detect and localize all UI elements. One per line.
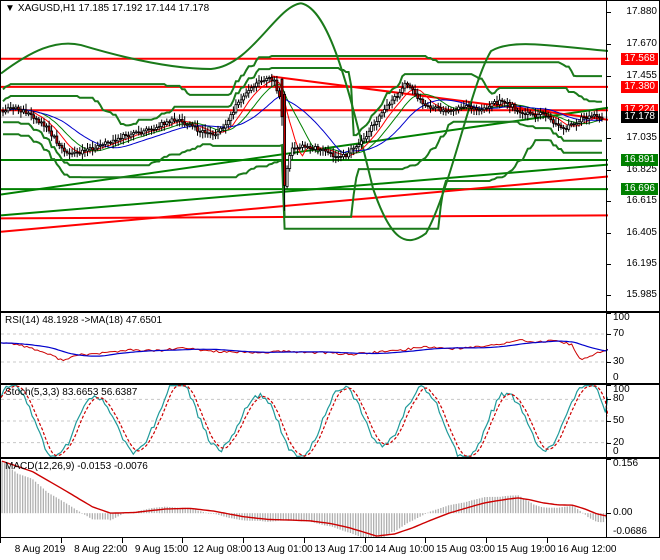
time-axis-label: 15 Aug 19:00 [496, 544, 556, 555]
time-tick-mark [121, 538, 123, 543]
time-axis-label: 14 Aug 10:00 [375, 544, 435, 555]
rsi-tick-label: 100 [613, 312, 630, 323]
stochastic-tick-label: 20 [613, 436, 625, 448]
time-tick-mark [243, 538, 245, 543]
price-tick-label: 17.035 [626, 132, 657, 144]
price-tick-mark [607, 138, 611, 140]
time-axis-label: 12 Aug 08:00 [192, 544, 252, 555]
price-tick-mark [607, 169, 611, 171]
price-level-label-resistance[interactable]: 17.568 [621, 52, 658, 65]
macd-plot-svg [1, 460, 607, 537]
rsi-panel[interactable]: RSI(14) 48.1928 ->MA(18) 47.6501 100 70 30… [0, 312, 660, 384]
price-level-label-support[interactable]: 16.696 [621, 183, 658, 196]
price-tick-label: 16.615 [626, 195, 657, 207]
time-tick-mark [182, 538, 184, 543]
time-tick-mark [0, 538, 1, 543]
time-axis-label: 13 Aug 01:00 [253, 544, 313, 555]
chart-title: XAGUSD,H1 17.185 17.192 17.144 17.178 [17, 3, 210, 14]
price-axis[interactable]: 17.880 17.670 17.455 17.035 16.825 16.615 16.4… [606, 1, 659, 311]
price-tick-label: 16.195 [626, 257, 657, 269]
price-level-label-resistance[interactable]: 17.380 [621, 80, 658, 93]
rsi-tick-label: 0 [613, 372, 619, 383]
macd-tick-mark [607, 513, 611, 515]
price-chart-panel[interactable]: ▼ XAGUSD,H1 17.185 17.192 17.144 17.178 1… [0, 0, 660, 312]
stochastic-tick-mark [607, 421, 611, 422]
stochastic-tick-mark [607, 442, 611, 444]
macd-tick-label: 0.156 [613, 458, 639, 469]
rsi-plot-area[interactable] [1, 313, 659, 383]
price-tick-mark [607, 232, 611, 234]
time-axis[interactable]: 8 Aug 2019 8 Aug 22:00 9 Aug 15:00 12 Aug 0… [0, 538, 660, 560]
time-axis-label: 13 Aug 17:00 [314, 544, 374, 555]
price-tick-label: 15.985 [626, 289, 657, 301]
time-axis-label: 16 Aug 12:00 [557, 544, 617, 555]
time-axis-label: 15 Aug 03:00 [435, 544, 495, 555]
price-tick-mark [607, 263, 611, 265]
stochastic-panel[interactable]: Stoch(5,3,3) 83.6653 56.6387 100 80 50 20 0 [0, 384, 660, 458]
chart-header: ▼ XAGUSD,H1 17.185 17.192 17.144 17.178 [5, 3, 209, 15]
rsi-tick-label: 30 [613, 356, 625, 367]
stochastic-axis[interactable]: 100 80 50 20 0 [606, 384, 659, 458]
stochastic-tick-label: 50 [613, 415, 625, 426]
time-tick-mark [486, 538, 488, 543]
macd-axis[interactable]: 0.156 0.00 -0.0686 [606, 458, 659, 538]
price-plot-svg [1, 2, 608, 242]
rsi-tick-mark [607, 313, 611, 314]
stochastic-label: Stoch(5,3,3) 83.6653 56.6387 [5, 387, 138, 398]
time-tick-mark [60, 538, 62, 543]
price-tick-label: 17.455 [626, 69, 657, 81]
time-axis-label: 8 Aug 2019 [14, 544, 66, 555]
price-level-label-current[interactable]: 17.178 [621, 111, 658, 124]
stochastic-plot-area[interactable] [1, 385, 659, 457]
price-tick-label: 16.405 [626, 226, 657, 238]
macd-panel[interactable]: MACD(12,26,9) -0.0153 -0.0076 0.156 0.00 -… [0, 458, 660, 538]
macd-tick-mark [607, 537, 611, 538]
rsi-tick-mark [607, 362, 611, 363]
time-tick-mark [547, 538, 548, 543]
chart-dropdown-caret[interactable]: ▼ [5, 3, 15, 14]
rsi-tick-mark [607, 334, 611, 335]
time-axis-label: 8 Aug 22:00 [74, 544, 128, 555]
price-tick-label: 16.825 [626, 163, 657, 175]
stochastic-tick-label: 100 [613, 384, 630, 395]
macd-tick-label: -0.0686 [613, 526, 647, 537]
price-tick-label: 17.670 [626, 37, 657, 49]
price-tick-mark [607, 75, 611, 77]
time-tick-mark [303, 538, 305, 543]
stochastic-tick-label: 0 [613, 446, 619, 457]
stochastic-tick-mark [607, 457, 611, 458]
time-tick-mark [425, 538, 427, 543]
macd-tick-label: 0.00 [613, 507, 633, 519]
rsi-tick-label: 70 [613, 328, 625, 339]
time-axis-label: 9 Aug 15:00 [134, 544, 189, 555]
macd-plot-area[interactable] [1, 459, 659, 537]
price-tick-mark [607, 43, 611, 45]
macd-tick-mark [607, 459, 611, 460]
price-plot-area[interactable] [1, 1, 659, 311]
stochastic-tick-mark [607, 399, 611, 401]
time-tick-mark [364, 538, 366, 543]
rsi-plot-svg [1, 333, 608, 363]
price-tick-label: 17.880 [626, 6, 657, 18]
stochastic-plot-svg [1, 385, 608, 457]
price-tick-mark [607, 12, 611, 14]
rsi-label: RSI(14) 48.1928 ->MA(18) 47.6501 [5, 315, 163, 326]
stochastic-tick-label: 80 [613, 393, 625, 405]
price-level-label-support[interactable]: 16.891 [621, 153, 658, 166]
price-tick-mark [607, 295, 611, 297]
price-tick-mark [607, 201, 611, 203]
rsi-tick-mark [607, 383, 611, 384]
rsi-axis[interactable]: 100 70 30 0 [606, 312, 659, 384]
stochastic-tick-mark [607, 385, 611, 386]
macd-label: MACD(12,26,9) -0.0153 -0.0076 [5, 461, 148, 472]
